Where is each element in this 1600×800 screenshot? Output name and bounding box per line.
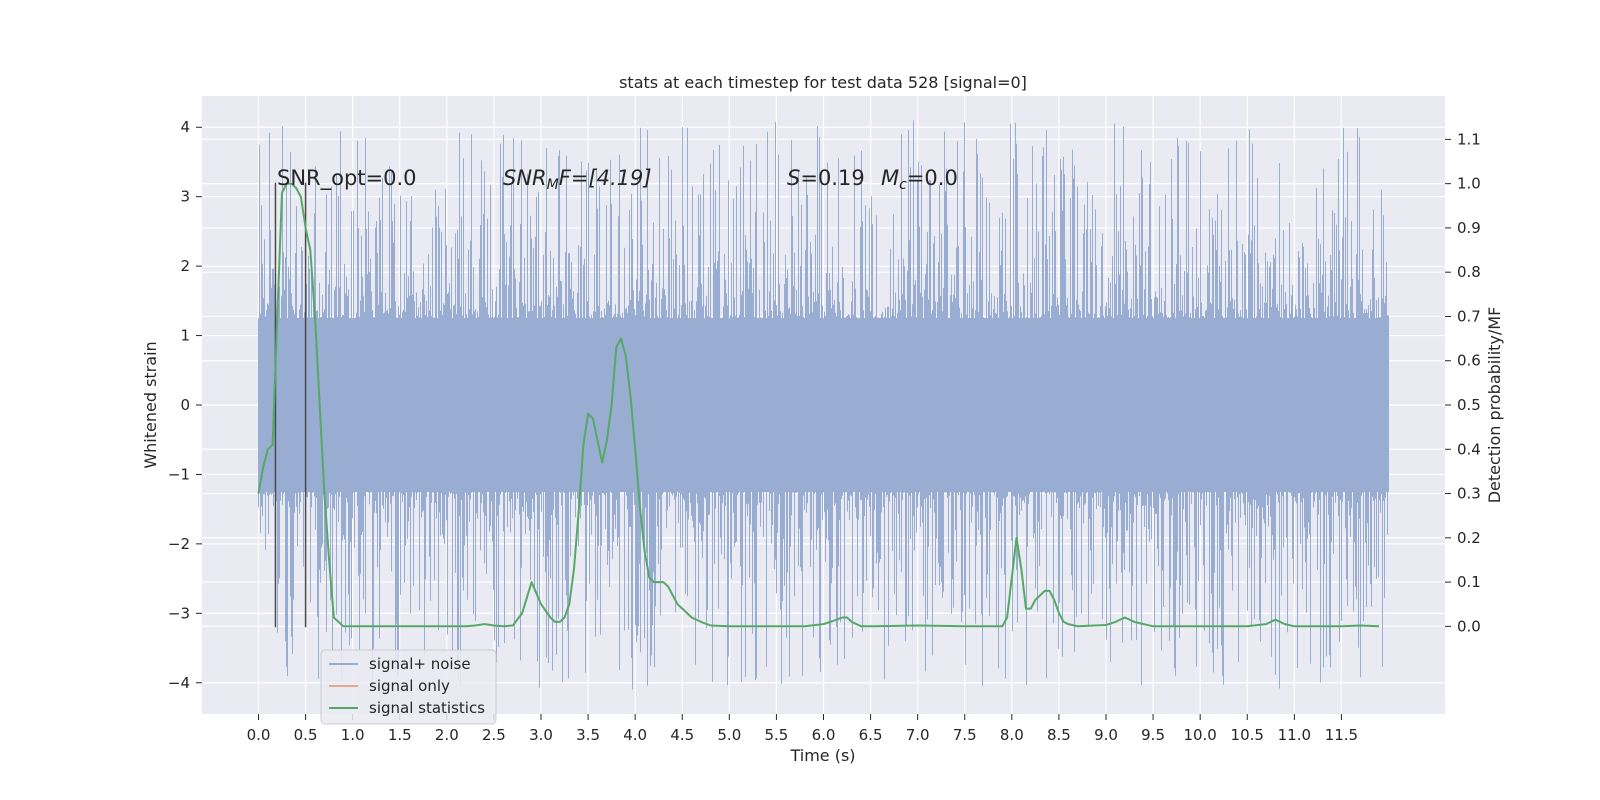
x-axis-ticks: 0.0 0.5 1.0 1.5 2.0 2.5 3.0 3.5 4.0 4.5 5.0 5.5 6.0 6… [247,714,1358,744]
y-axis-label: Whitened strain [141,341,160,468]
signal-statistics-series [257,182,1380,628]
y-tick-label-8: 4 [180,118,190,136]
snr-mf-subscript: M [547,177,559,193]
x-tick-label-5: 2.5 [482,726,506,744]
y-tick-label-6: 2 [180,257,190,275]
x-tick-label-4: 2.0 [435,726,459,744]
legend-label-signal-noise: signal+ noise [369,655,471,673]
y2-tick-label-4: 0.4 [1457,440,1481,458]
x-tick-label-23: 11.5 [1325,726,1358,744]
y2-tick-label-2: 0.2 [1457,529,1481,547]
x-tick-label-15: 7.5 [953,726,977,744]
mc-annotation: Mc=0.0 [881,166,958,193]
y-axis-ticks: −4 −3 −2 −1 0 1 2 3 4 [168,118,202,692]
x-tick-label-2: 1.0 [341,726,365,744]
x-axis-label: Time (s) [789,746,855,765]
snr-mf-symbol: SNR [503,166,547,190]
x-tick-label-1: 0.5 [294,726,318,744]
y2-tick-label-1: 0.1 [1457,573,1481,591]
x-tick-label-19: 9.5 [1141,726,1165,744]
x-tick-label-8: 4.0 [623,726,647,744]
x-tick-label-9: 4.5 [670,726,694,744]
snr-opt-annotation: SNR_opt=0.0 [277,166,417,191]
y2-tick-label-9: 0.9 [1457,219,1481,237]
legend-box [320,649,497,725]
s-symbol: S [787,166,800,190]
mc-value: =0.0 [907,166,958,190]
signal-noise-series [258,120,1389,690]
noise-trace [258,120,1389,690]
y2-tick-label-3: 0.3 [1457,485,1481,503]
x-tick-label-11: 5.5 [764,726,788,744]
y2-tick-label-11: 1.1 [1457,130,1481,148]
y-tick-label-0: −4 [168,674,190,692]
x-tick-label-3: 1.5 [388,726,412,744]
y2-tick-label-7: 0.7 [1457,307,1481,325]
y2-axis-ticks: 0.0 0.1 0.2 0.3 0.4 0.5 0.6 0.7 0.8 0.9 1.0 1.1 [1445,130,1481,635]
x-tick-label-17: 8.5 [1047,726,1071,744]
x-tick-label-16: 8.0 [1000,726,1024,744]
y-tick-label-1: −3 [168,604,190,622]
x-tick-label-18: 9.0 [1094,726,1118,744]
x-tick-label-7: 3.5 [576,726,600,744]
x-tick-label-12: 6.0 [812,726,836,744]
signal-statistics-line [257,182,1380,628]
y-tick-label-4: 0 [180,396,190,414]
snr-mf-annotation: SNRMF=[4.19] [503,166,652,193]
y2-tick-label-0: 0.0 [1457,617,1481,635]
y-tick-label-7: 3 [180,188,190,206]
snr-mf-value: F=[4.19] [559,166,652,190]
x-tick-label-21: 10.5 [1231,726,1264,744]
legend-label-signal-only: signal only [369,677,450,695]
legend-label-signal-statistics: signal statistics [369,699,485,717]
mc-symbol: M [881,166,899,190]
s-annotation: S=0.19 [787,166,865,190]
x-tick-label-13: 6.5 [859,726,883,744]
y2-tick-label-5: 0.5 [1457,396,1481,414]
y-tick-label-5: 1 [180,327,190,345]
x-tick-label-6: 3.0 [529,726,553,744]
legend: signal+ noise signal only signal statist… [320,649,497,725]
vertical-marker-lines [274,182,307,628]
y-tick-label-2: −2 [168,535,190,553]
y2-tick-label-10: 1.0 [1457,175,1481,193]
mc-subscript: c [899,177,907,193]
x-tick-label-0: 0.0 [247,726,271,744]
y2-tick-label-8: 0.8 [1457,263,1481,281]
x-tick-label-22: 11.0 [1278,726,1311,744]
y2-axis-label: Detection probability/MF [1485,307,1504,504]
y-tick-label-3: −1 [168,465,190,483]
chart-title: stats at each timestep for test data 528… [619,73,1027,92]
x-tick-label-10: 5.0 [717,726,741,744]
y2-tick-label-6: 0.6 [1457,352,1481,370]
x-tick-label-14: 7.0 [906,726,930,744]
s-value: =0.19 [800,166,864,190]
x-tick-label-20: 10.0 [1183,726,1216,744]
